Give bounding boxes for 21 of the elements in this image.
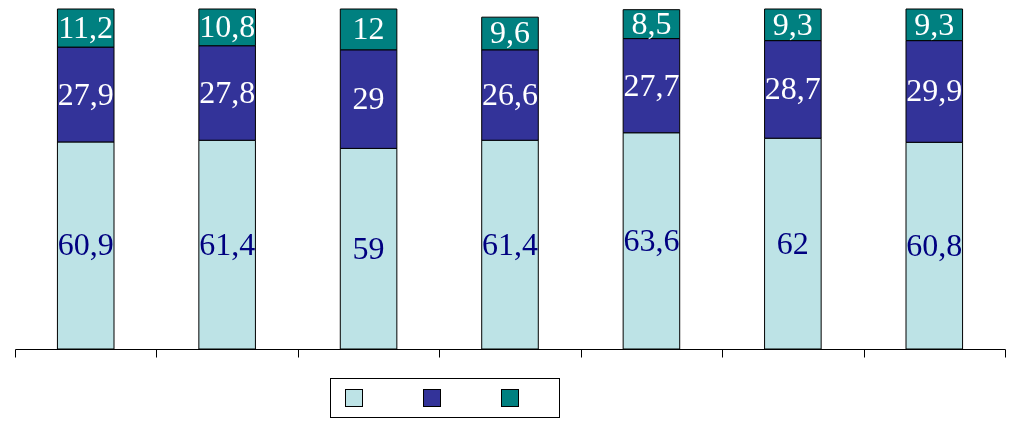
data-label: 59 xyxy=(352,229,385,266)
data-label: 60,9 xyxy=(57,226,114,263)
data-label: 60,8 xyxy=(906,226,963,263)
data-label: 29 xyxy=(352,80,385,117)
data-label: 61,4 xyxy=(482,225,538,262)
data-label: 27,8 xyxy=(199,73,256,110)
data-label: 27,7 xyxy=(623,66,680,103)
data-label: 11,2 xyxy=(58,9,114,46)
data-label: 28,7 xyxy=(764,70,821,107)
data-label: 9,3 xyxy=(914,5,955,42)
data-label: 63,6 xyxy=(623,221,680,258)
data-label: 27,9 xyxy=(57,75,114,112)
data-label: 10,8 xyxy=(199,8,256,45)
data-label: 29,9 xyxy=(906,72,963,109)
data-label: 12 xyxy=(352,10,385,47)
data-label: 9,3 xyxy=(772,5,813,42)
data-label: 9,6 xyxy=(490,14,530,51)
data-label: 26,6 xyxy=(482,76,538,113)
data-label: 8,5 xyxy=(631,5,672,42)
data-label: 62 xyxy=(776,224,809,261)
data-label: 61,4 xyxy=(199,225,256,262)
